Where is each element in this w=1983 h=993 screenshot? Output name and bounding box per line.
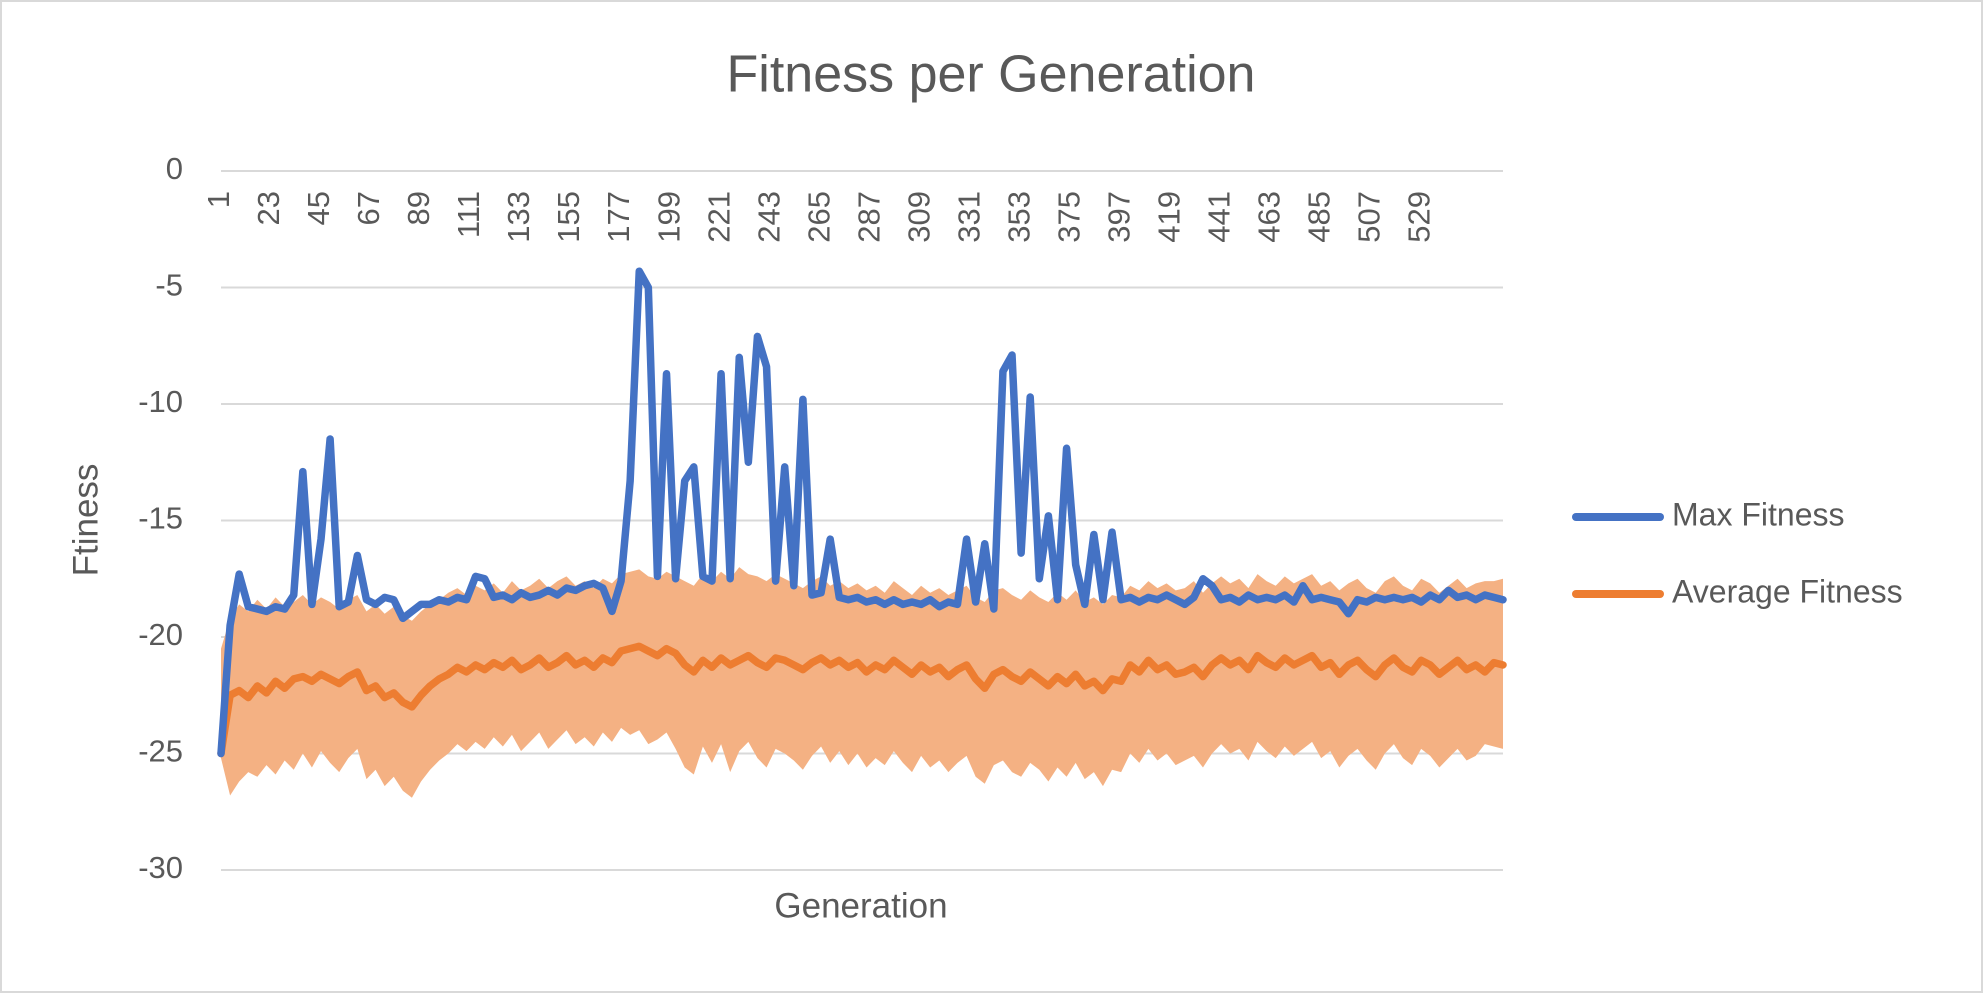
x-tick-label: 199	[651, 191, 686, 243]
x-tick-label: 111	[451, 191, 486, 238]
x-tick-label: 375	[1051, 191, 1086, 243]
x-tick-label: 397	[1101, 191, 1136, 243]
y-tick-label: -15	[138, 501, 183, 536]
x-tick-label: 353	[1001, 191, 1036, 243]
x-tick-label: 331	[951, 191, 986, 243]
x-tick-label: 419	[1151, 191, 1186, 243]
x-tick-label: 529	[1401, 191, 1436, 243]
x-tick-label: 463	[1251, 191, 1286, 243]
x-axis-title: Generation	[774, 886, 947, 925]
range-band	[221, 567, 1503, 798]
x-tick-label: 309	[901, 191, 936, 243]
y-tick-label: 0	[166, 151, 183, 186]
x-tick-label: 177	[601, 191, 636, 243]
y-tick-label: -10	[138, 384, 183, 419]
x-tick-label: 67	[351, 191, 386, 225]
x-tick-label: 1	[201, 191, 236, 208]
x-tick-label: 133	[501, 191, 536, 243]
chart-title: Fitness per Generation	[727, 46, 1256, 104]
y-tick-label: -20	[138, 617, 183, 652]
y-axis-title: Ftiness	[66, 464, 105, 577]
x-tick-label: 507	[1351, 191, 1386, 243]
series-line	[217, 642, 1507, 758]
x-tick-label: 287	[851, 191, 886, 243]
x-tick-label: 155	[551, 191, 586, 243]
x-tick-label: 45	[301, 191, 336, 225]
x-tick-label: 265	[801, 191, 836, 243]
y-tick-label: -30	[138, 850, 183, 885]
x-tick-label: 89	[401, 191, 436, 225]
legend-label: Max Fitness	[1672, 496, 1844, 532]
y-tick-label: -25	[138, 734, 183, 769]
series-line	[217, 267, 1507, 758]
x-tick-label: 221	[701, 191, 736, 243]
x-tick-label: 485	[1301, 191, 1336, 243]
y-tick-label: -5	[155, 268, 183, 303]
legend-label: Average Fitness	[1672, 573, 1903, 609]
x-tick-label: 23	[251, 191, 286, 225]
x-tick-label: 243	[751, 191, 786, 243]
x-tick-label: 441	[1201, 191, 1236, 243]
